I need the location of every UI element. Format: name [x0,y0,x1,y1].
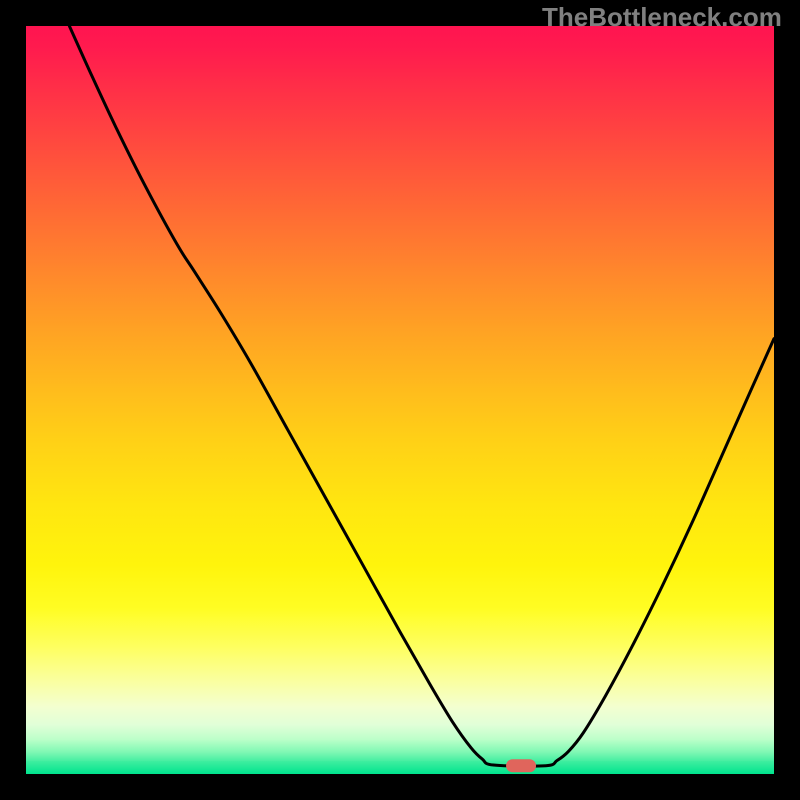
bottleneck-curve [69,26,774,766]
curve-layer [26,26,774,774]
optimum-marker [506,759,536,772]
watermark-text: TheBottleneck.com [542,2,782,33]
plot-area [26,26,774,774]
